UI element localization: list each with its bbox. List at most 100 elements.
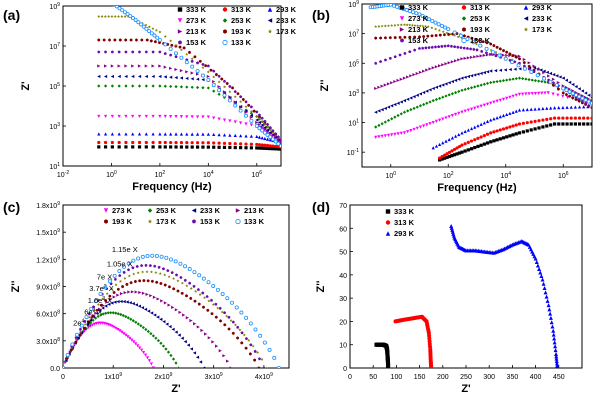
data-point xyxy=(244,122,248,126)
data-point xyxy=(103,140,108,145)
data-point xyxy=(476,84,480,88)
data-point xyxy=(100,14,104,18)
x-tick-label: 102 xyxy=(155,170,166,179)
data-point xyxy=(113,14,117,18)
data-point xyxy=(434,33,438,38)
data-point xyxy=(564,88,569,93)
data-point xyxy=(239,134,243,138)
series-273k xyxy=(374,91,592,139)
data-point xyxy=(141,325,145,330)
x-tick-label: 450 xyxy=(553,374,565,381)
data-point xyxy=(479,54,483,58)
data-point xyxy=(249,142,253,146)
data-point xyxy=(118,38,122,42)
data-point xyxy=(517,122,522,126)
data-point xyxy=(138,290,142,295)
data-point xyxy=(558,75,562,79)
legend: 333 K 313 K 293 K 273 K 253 K 233 K 213 K 193 K… xyxy=(177,5,297,47)
data-point xyxy=(452,30,457,35)
data-point xyxy=(92,309,96,312)
data-point xyxy=(497,53,502,58)
data-point xyxy=(406,75,410,79)
data-point xyxy=(146,279,150,283)
data-point xyxy=(101,312,105,316)
data-point xyxy=(119,312,123,317)
data-point xyxy=(279,144,281,148)
data-point xyxy=(222,354,226,358)
data-point xyxy=(112,6,116,7)
data-point xyxy=(482,70,486,75)
data-point xyxy=(459,46,463,49)
data-point xyxy=(247,338,251,342)
data-point xyxy=(206,132,210,136)
data-point xyxy=(554,356,559,361)
data-point xyxy=(393,79,397,84)
x-tick-label: 100 xyxy=(106,170,117,179)
data-point xyxy=(257,120,262,125)
data-point xyxy=(418,125,423,129)
series-153k xyxy=(63,263,266,368)
data-point xyxy=(214,315,218,319)
data-point xyxy=(416,24,420,27)
data-point xyxy=(165,322,169,326)
data-point xyxy=(113,38,117,42)
data-point xyxy=(374,125,378,129)
data-point xyxy=(438,118,442,122)
data-point xyxy=(438,33,442,37)
data-point xyxy=(244,100,248,104)
x-tick-label: 106 xyxy=(558,171,569,180)
data-point xyxy=(495,79,499,84)
data-point xyxy=(239,310,244,315)
legend-marker xyxy=(177,18,183,23)
data-point xyxy=(228,84,232,88)
data-point xyxy=(543,80,547,84)
data-point xyxy=(399,100,403,104)
data-point xyxy=(441,83,445,87)
data-point xyxy=(249,123,253,127)
data-point xyxy=(580,96,585,101)
data-point xyxy=(418,24,422,28)
data-point xyxy=(425,123,429,127)
legend-marker xyxy=(177,29,183,34)
legend-marker xyxy=(235,218,241,225)
data-point xyxy=(171,327,175,331)
data-point xyxy=(430,34,434,38)
data-point xyxy=(545,298,550,303)
data-point xyxy=(174,51,179,56)
data-point xyxy=(124,333,128,337)
data-point xyxy=(217,92,221,96)
data-point xyxy=(396,132,400,136)
data-point xyxy=(387,24,390,27)
data-point xyxy=(90,316,94,320)
legend-entry-293k: 293 K xyxy=(532,3,553,12)
data-point xyxy=(580,89,585,93)
data-point xyxy=(583,97,588,102)
data-point xyxy=(140,254,145,259)
data-point xyxy=(88,318,93,322)
data-point xyxy=(249,113,253,118)
data-point xyxy=(134,279,137,284)
data-point xyxy=(498,79,502,83)
data-point xyxy=(158,30,162,34)
data-point xyxy=(380,108,384,112)
data-point xyxy=(503,56,508,61)
data-point xyxy=(374,61,378,65)
data-point xyxy=(190,57,194,60)
data-point xyxy=(244,134,248,138)
data-point xyxy=(456,45,460,49)
data-point xyxy=(257,117,261,121)
annotation: 2e4 X xyxy=(73,318,91,327)
data-point xyxy=(492,44,496,48)
data-point xyxy=(137,84,142,88)
data-point xyxy=(561,105,565,110)
data-point xyxy=(150,311,154,315)
data-point xyxy=(409,129,413,133)
y-axis-title: Z'' xyxy=(315,280,327,292)
data-point xyxy=(257,143,262,147)
data-point xyxy=(577,116,582,120)
data-point xyxy=(169,39,173,43)
data-point xyxy=(266,125,270,129)
x-tick-label: 300 xyxy=(483,374,495,381)
data-point xyxy=(463,87,467,92)
data-point xyxy=(465,46,469,50)
